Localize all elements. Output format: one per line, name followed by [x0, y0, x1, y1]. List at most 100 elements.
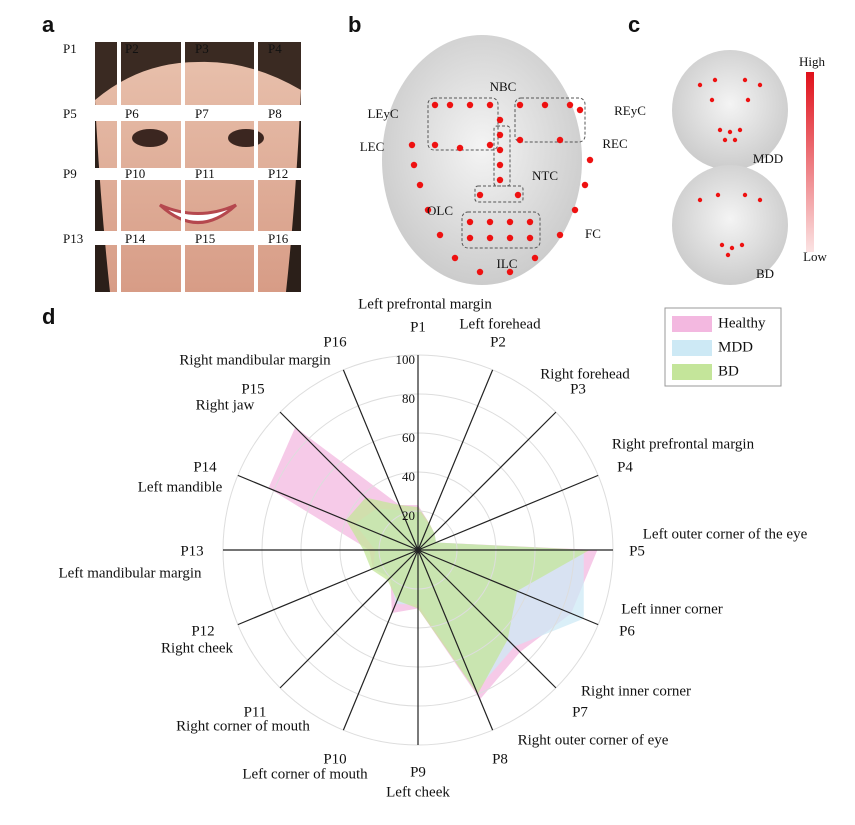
dot [715, 192, 721, 198]
axis-code: P12 [191, 623, 214, 639]
face-label: BD [756, 266, 774, 281]
axis-code: P7 [572, 704, 588, 720]
tile-label: P10 [125, 166, 145, 181]
tile-label: P7 [195, 106, 209, 121]
spoke [417, 369, 494, 551]
region-label: LEyC [367, 106, 398, 121]
region-label: REC [602, 136, 627, 151]
axis-name: Left mandibular margin [58, 565, 202, 581]
r-tick-label: 20 [402, 508, 415, 523]
dot [697, 197, 703, 203]
spoke [237, 549, 419, 626]
tile-label: P2 [125, 41, 139, 56]
region-label: FC [585, 226, 601, 241]
tile-label: P4 [268, 41, 282, 56]
dot [506, 218, 514, 226]
dot [476, 191, 484, 199]
tile-label: P15 [195, 231, 215, 246]
dot [556, 231, 564, 239]
tile-label: P13 [63, 231, 83, 246]
dot [586, 156, 594, 164]
dot [466, 101, 474, 109]
r-tick-label: 80 [402, 391, 415, 406]
spoke [342, 369, 419, 551]
dot [496, 131, 504, 139]
tile-label: P11 [195, 166, 215, 181]
axis-code: P9 [410, 764, 426, 780]
dot [719, 242, 725, 248]
axis-name: Left prefrontal margin [358, 296, 492, 312]
spoke [417, 549, 494, 731]
dot [424, 206, 432, 214]
spoke [417, 474, 599, 551]
axis-code: P15 [241, 381, 264, 397]
legend-swatch [672, 364, 712, 380]
axis-code: P13 [180, 543, 203, 559]
axis-name: Right jaw [196, 397, 255, 413]
dot [571, 206, 579, 214]
dot [709, 97, 715, 103]
dot [581, 181, 589, 189]
dot [486, 234, 494, 242]
region-label: NTC [532, 168, 558, 183]
face-label: MDD [753, 151, 783, 166]
axis-code: P1 [410, 319, 426, 335]
axis-code: P16 [323, 334, 347, 350]
dot [408, 141, 416, 149]
region-label: LEC [360, 139, 385, 154]
spoke [417, 549, 599, 626]
axis-name: Right cheek [161, 640, 234, 656]
dot [466, 234, 474, 242]
dot [516, 136, 524, 144]
dot [486, 101, 494, 109]
axis-code: P4 [617, 459, 633, 475]
axis-name: Right corner of mouth [176, 718, 310, 734]
dot [757, 197, 763, 203]
dot [446, 101, 454, 109]
tile-label: P3 [195, 41, 209, 56]
dot [451, 254, 459, 262]
tile-label: P5 [63, 106, 77, 121]
tile-label: P6 [125, 106, 139, 121]
dot [531, 254, 539, 262]
dot [496, 161, 504, 169]
r-tick-label: 40 [402, 469, 415, 484]
heatmap-faces [672, 50, 814, 285]
dot [416, 181, 424, 189]
dot [466, 218, 474, 226]
dot [496, 146, 504, 154]
scale-high: High [799, 54, 826, 69]
spoke [417, 549, 557, 689]
dot [757, 82, 763, 88]
axis-code: P8 [492, 751, 508, 767]
panel-label: c [628, 12, 640, 37]
dot [697, 82, 703, 88]
axis-name: Left inner corner [621, 601, 723, 617]
axis-name: Right mandibular margin [179, 352, 331, 368]
r-tick-label: 100 [396, 352, 416, 367]
face-diagram [382, 35, 594, 285]
dot [742, 192, 748, 198]
tile-label: P14 [125, 231, 146, 246]
dot [732, 137, 738, 143]
axis-code: P11 [244, 704, 267, 720]
axis-code: P6 [619, 623, 635, 639]
region-label: OLC [427, 203, 453, 218]
tile-label: P12 [268, 166, 288, 181]
radar-area [345, 497, 590, 695]
dot [516, 101, 524, 109]
dot [496, 176, 504, 184]
dot [431, 101, 439, 109]
dot [541, 101, 549, 109]
dot [566, 101, 574, 109]
axis-name: Left forehead [459, 316, 541, 332]
axis-code: P10 [323, 751, 346, 767]
axis-name: Left outer corner of the eye [643, 526, 808, 542]
axis-code: P5 [629, 543, 645, 559]
spoke [279, 411, 419, 551]
dot [486, 218, 494, 226]
dot [722, 137, 728, 143]
dot [729, 245, 735, 251]
region-label: ILC [497, 256, 518, 271]
region-label: NBC [490, 79, 517, 94]
